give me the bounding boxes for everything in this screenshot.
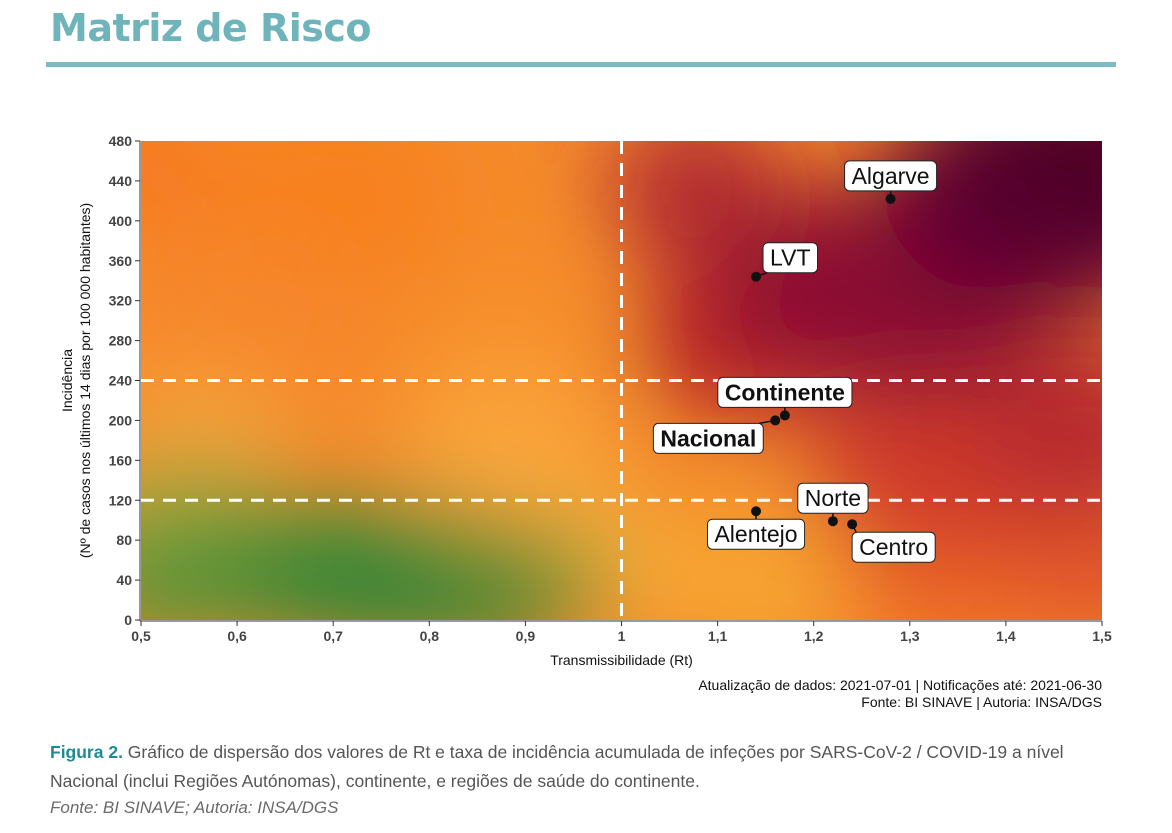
data-point-marker — [770, 415, 781, 426]
data-point-marker — [751, 271, 762, 282]
x-tick-label: 1,4 — [996, 628, 1016, 644]
page-title: Matriz de Risco — [50, 6, 371, 50]
data-points: Algarve LVT Continente Nacional Norte Alentej… — [652, 160, 938, 563]
data-point-marker — [827, 516, 838, 527]
y-tick-label: 80 — [116, 532, 132, 548]
y-tick-label: 440 — [109, 173, 133, 189]
figure-caption: Figura 2. Gráfico de dispersão dos valor… — [50, 738, 1130, 796]
x-tick-label: 0,5 — [131, 628, 151, 644]
x-tick-label: 1,3 — [900, 628, 920, 644]
x-tick-label: 0,7 — [323, 628, 343, 644]
x-tick-label: 0,9 — [516, 628, 536, 644]
data-source-note: Fonte: BI SINAVE | Autoria: INSA/DGS — [861, 694, 1102, 710]
x-tick-label: 1,5 — [1092, 628, 1112, 644]
point-label: Norte — [805, 485, 861, 511]
x-tick-label: 0,8 — [420, 628, 440, 644]
figure-caption-text: Gráfico de dispersão dos valores de Rt e… — [50, 742, 1064, 791]
point-label-box — [851, 531, 936, 563]
y-tick-label: 400 — [109, 213, 133, 229]
y-tick-label: 280 — [109, 333, 133, 349]
point-label-box — [797, 482, 869, 514]
point-continente: Continente — [717, 376, 853, 421]
x-tick-label: 1,1 — [708, 628, 728, 644]
y-tick-label: 40 — [116, 572, 132, 588]
y-tick-label: 240 — [109, 373, 133, 389]
data-point-marker — [885, 193, 896, 204]
y-axis-title-line2: (Nº de casos nos últimos 14 dias por 100… — [77, 203, 93, 558]
point-label: LVT — [770, 245, 810, 271]
y-tick-label: 0 — [124, 612, 132, 628]
point-label: Nacional — [660, 425, 756, 451]
data-point-marker — [847, 519, 858, 530]
point-label-box — [652, 422, 764, 454]
figure-caption-label: Figura 2. — [50, 742, 123, 762]
y-tick-label: 360 — [109, 253, 133, 269]
point-algarve: Algarve — [844, 160, 938, 204]
x-axis-title: Transmissibilidade (Rt) — [550, 652, 693, 668]
x-tick-label: 1 — [618, 628, 626, 644]
risk-gradient-background — [141, 141, 1102, 620]
y-tick-label: 200 — [109, 412, 133, 428]
point-norte: Norte — [797, 482, 869, 527]
point-label: Alentejo — [714, 521, 797, 547]
point-label-box — [706, 518, 806, 550]
point-centro: Centro — [847, 519, 936, 563]
point-alentejo: Alentejo — [706, 506, 806, 550]
data-point-marker — [779, 410, 790, 421]
point-label: Algarve — [852, 163, 930, 189]
figure-caption-source: Fonte: BI SINAVE; Autoria: INSA/DGS — [50, 798, 339, 817]
y-tick-label: 120 — [109, 492, 133, 508]
point-label-box — [717, 376, 853, 408]
point-label: Centro — [859, 534, 928, 560]
point-label-box — [844, 160, 938, 192]
title-rule — [46, 62, 1116, 67]
reference-lines — [141, 141, 1102, 620]
data-update-note: Atualização de dados: 2021-07-01 | Notif… — [698, 677, 1102, 693]
y-tick-label: 160 — [109, 452, 133, 468]
y-axis-title-line1: Incidência — [59, 349, 75, 412]
point-label-box — [762, 242, 819, 274]
axes: 0,5 0,6 0,7 0,8 0,9 1 1,1 1,2 1,3 1,4 1,5 0 40 80 120 1… — [109, 133, 1112, 644]
x-tick-label: 0,6 — [227, 628, 247, 644]
y-tick-label: 480 — [109, 133, 133, 149]
point-nacional: Nacional — [652, 415, 781, 454]
x-tick-label: 1,2 — [804, 628, 824, 644]
data-point-marker — [751, 506, 762, 517]
point-lvt: LVT — [751, 242, 819, 282]
point-label: Continente — [725, 379, 845, 405]
y-tick-label: 320 — [109, 293, 133, 309]
